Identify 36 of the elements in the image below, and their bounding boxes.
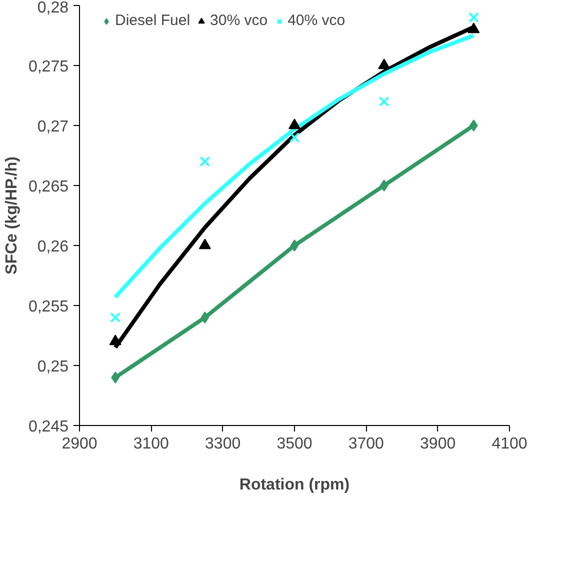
point (468, 12, 479, 23)
point (200, 156, 210, 167)
y-axis-title: SFCe (kg/HP./h) (3, 156, 20, 274)
x-tick-label: 4100 (492, 436, 528, 452)
x-tick-label: 2900 (62, 436, 98, 452)
y-tick-label: 0,25 (37, 358, 69, 376)
x-tick-label: 3300 (205, 436, 241, 452)
y-tick-label: 0,275 (28, 58, 69, 76)
y-tick-label: 0,255 (28, 298, 69, 316)
point (200, 312, 210, 324)
x-tick-label: 3100 (133, 436, 170, 452)
point (468, 22, 480, 34)
x-tick-label: 3500 (276, 436, 312, 452)
point (110, 312, 121, 323)
point (289, 132, 300, 143)
y-tick-label: 0,26 (37, 238, 69, 256)
legend-label: 40% vco (288, 12, 346, 29)
point (109, 334, 122, 346)
point (198, 238, 211, 250)
y-tick-label: 0,245 (28, 418, 69, 436)
point (380, 180, 388, 192)
legend-label: 30% vco (210, 12, 268, 29)
y-tick-label: 0,28 (37, 0, 69, 16)
point (111, 372, 120, 384)
x-axis-title: Rotation (rpm) (239, 476, 350, 494)
y-tick-label: 0,265 (28, 178, 69, 196)
point (288, 118, 300, 130)
point (470, 120, 478, 132)
y-tick-label: 0,27 (37, 118, 69, 136)
legend-label: Diesel Fuel (115, 12, 190, 29)
line-series (113, 34, 476, 300)
x-tick-label: 3900 (420, 436, 456, 452)
x-tick-label: 3700 (348, 436, 384, 452)
point (290, 240, 299, 252)
point (378, 58, 390, 70)
point (378, 96, 390, 107)
